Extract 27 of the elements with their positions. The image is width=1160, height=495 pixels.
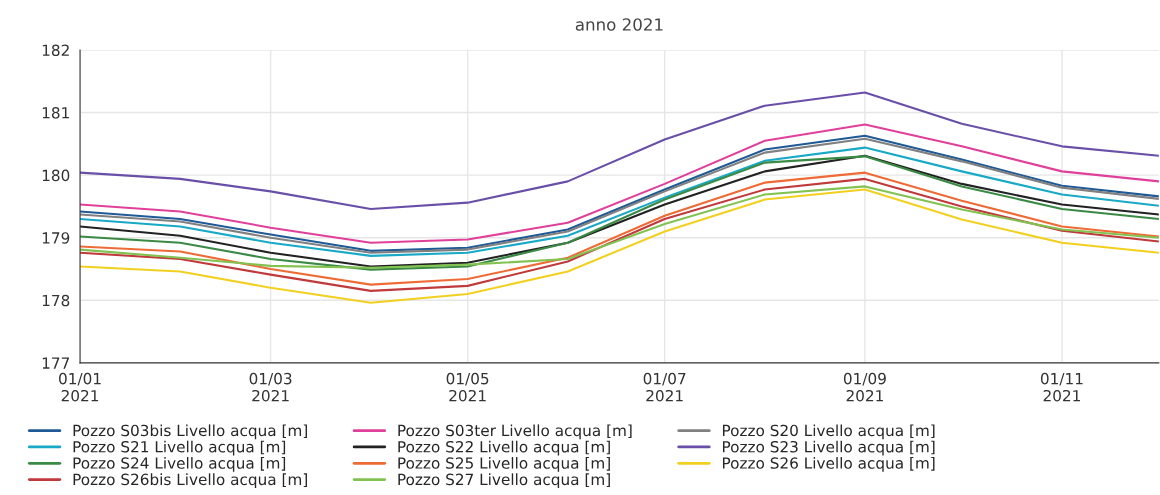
- x-tick-label: 01/07 2021: [643, 372, 686, 402]
- legend-label: Pozzo S27 Livello acqua [m]: [398, 473, 610, 489]
- y-tick-label: 177: [42, 357, 70, 369]
- x-tick-label: 01/09 2021: [843, 372, 886, 402]
- legend-label: Pozzo S25 Livello acqua [m]: [398, 457, 610, 472]
- legend-label: Pozzo S22 Livello acqua [m]: [398, 440, 610, 456]
- legend-label: Pozzo S26bis Livello acqua [m]: [73, 473, 307, 489]
- x-tick-label: 01/01 2021: [59, 372, 101, 402]
- line-series: [80, 185, 1159, 269]
- x-tick-label: 01/11 2021: [1040, 372, 1083, 402]
- y-tick-label: 180: [42, 169, 70, 182]
- legend-label: Pozzo S03bis Livello acqua [m]: [73, 424, 307, 440]
- line-series: [80, 188, 1159, 304]
- legend-label: Pozzo S24 Livello acqua [m]: [73, 457, 286, 472]
- legend-label: Pozzo S03ter Livello acqua [m]: [398, 424, 632, 440]
- x-tick-label: 01/03 2021: [249, 372, 292, 402]
- line-series: [80, 91, 1159, 210]
- y-tick-label: 179: [42, 232, 70, 244]
- legend-label: Pozzo S26 Livello acqua [m]: [722, 457, 935, 472]
- y-tick-label: 182: [42, 44, 69, 57]
- y-tick-label: 181: [42, 107, 69, 119]
- x-tick-label: 01/05 2021: [446, 372, 489, 402]
- legend-label: Pozzo S21 Livello acqua [m]: [73, 440, 286, 456]
- y-tick-label: 178: [42, 294, 70, 307]
- legend-label: Pozzo S23 Livello acqua [m]: [722, 440, 935, 456]
- chart-title: anno 2021: [575, 18, 663, 31]
- legend-label: Pozzo S20 Livello acqua [m]: [722, 424, 935, 440]
